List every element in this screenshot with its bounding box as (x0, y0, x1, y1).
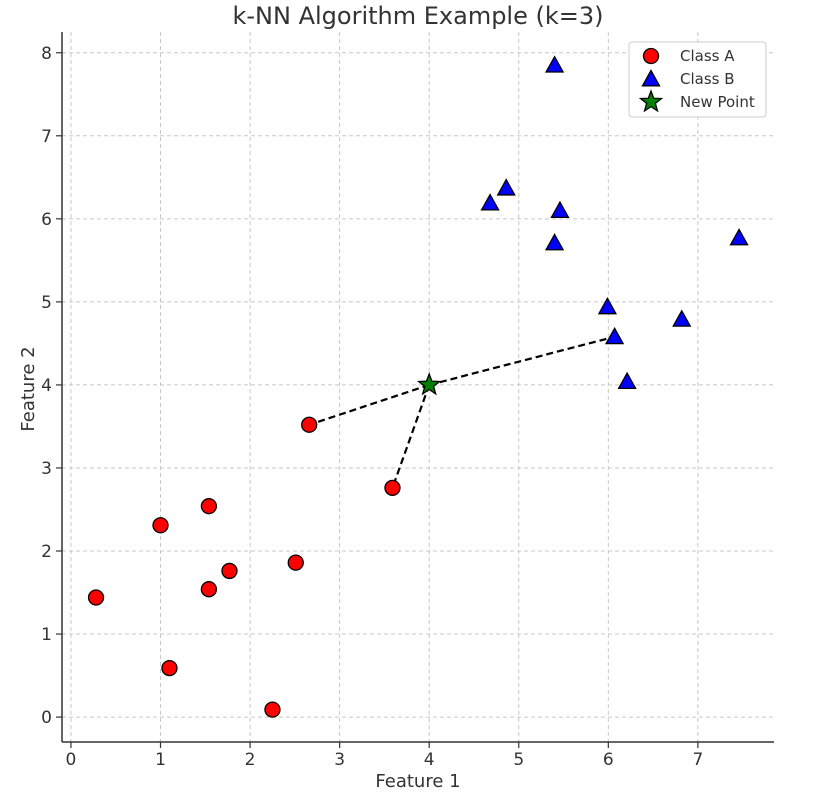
y-tick-label: 3 (41, 459, 52, 479)
class-a-point (87, 589, 105, 606)
class-b-point (597, 297, 618, 315)
class-b-point (480, 193, 500, 211)
y-axis-label: Feature 2 (18, 346, 39, 431)
neighbor-lines (308, 335, 615, 489)
x-tick-label: 3 (334, 750, 345, 770)
class-a-point (384, 479, 401, 497)
class-a-point (200, 581, 218, 598)
class-b-point (544, 233, 565, 251)
x-tick-label: 6 (603, 750, 614, 770)
axes: 0 1 2 3 4 5 6 7 0 1 2 3 4 5 6 7 8 (41, 32, 774, 770)
x-tick-label: 4 (424, 750, 435, 770)
class-a-point (161, 659, 178, 677)
class-b-point (604, 326, 625, 345)
legend-label: Class B (680, 70, 735, 88)
legend-marker-class-a (642, 47, 660, 65)
class-b-point (729, 228, 749, 246)
x-tick-label: 7 (692, 750, 703, 770)
legend: Class A Class B New Point (628, 41, 767, 118)
class-a-point (301, 416, 318, 433)
class-a-point (152, 517, 169, 534)
y-tick-label: 0 (41, 708, 52, 728)
class-b-point (550, 200, 570, 218)
chart-title: k-NN Algorithm Example (k=3) (232, 2, 603, 30)
legend-marker-new-point (638, 89, 664, 113)
class-b-point (672, 309, 692, 327)
legend-label: Class A (680, 47, 735, 65)
grid (62, 32, 774, 742)
x-tick-label: 0 (66, 750, 77, 770)
class-b-point (544, 55, 565, 73)
class-b-point (617, 371, 637, 390)
class-a-point (200, 498, 218, 515)
class-a-point (221, 562, 238, 580)
neighbor-line (428, 335, 615, 386)
y-tick-label: 5 (41, 293, 52, 313)
x-axis-label: Feature 1 (375, 771, 460, 792)
class-a-point (264, 701, 281, 718)
x-tick-label: 5 (513, 750, 524, 770)
new-point-point (416, 372, 442, 396)
class-a-point (287, 554, 304, 571)
neighbor-line (391, 384, 431, 489)
class-b-point (496, 178, 516, 196)
x-tick-label: 1 (155, 750, 166, 770)
neighbor-line (308, 383, 430, 426)
data-points (87, 55, 749, 718)
legend-label: New Point (680, 93, 755, 111)
legend-marker-class-b (641, 69, 661, 87)
y-tick-label: 7 (41, 127, 52, 147)
y-tick-label: 6 (41, 210, 52, 230)
y-tick-label: 1 (41, 625, 52, 645)
legend-box (628, 41, 767, 118)
y-tick-label: 2 (41, 542, 52, 562)
x-tick-label: 2 (245, 750, 256, 770)
y-tick-label: 8 (41, 44, 52, 64)
y-tick-label: 4 (41, 376, 52, 396)
